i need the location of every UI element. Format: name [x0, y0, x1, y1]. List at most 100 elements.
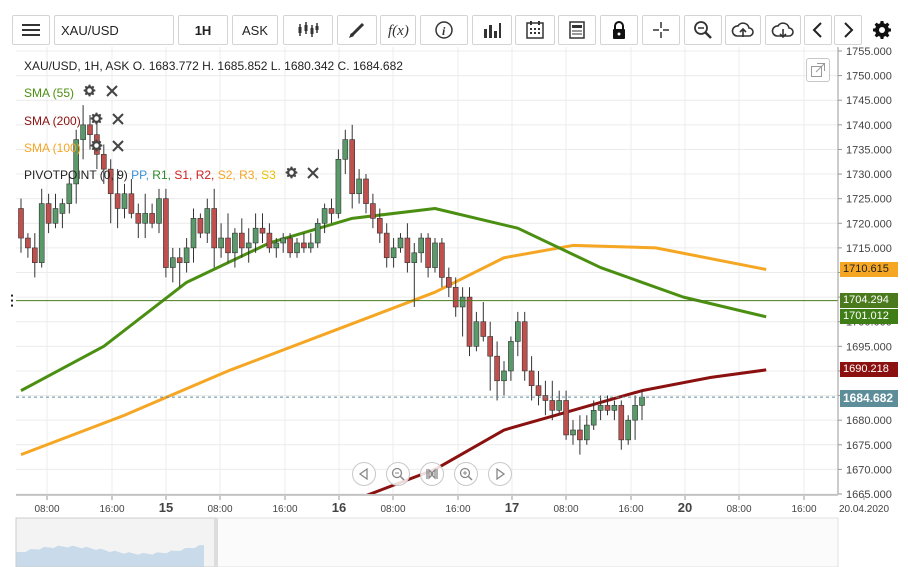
gear-icon: [90, 139, 103, 152]
close-icon: [112, 140, 125, 152]
candle-body: [390, 247, 397, 259]
menu-button[interactable]: [12, 15, 50, 45]
zoom-out-icon: [391, 467, 405, 481]
zoom-in-icon: [459, 467, 473, 481]
download-button[interactable]: [765, 15, 801, 45]
x-tick-label: 08:00: [726, 504, 751, 515]
lock-button[interactable]: [600, 15, 638, 45]
indicators-button[interactable]: [472, 15, 512, 45]
x-tick-label: 08:00: [553, 504, 578, 515]
y-tick-label: 1670.000: [846, 464, 892, 476]
chart-type-button[interactable]: [283, 15, 333, 45]
candle-body: [31, 247, 38, 263]
chart-type-icon: [298, 22, 319, 37]
navigator-window[interactable]: [15, 517, 217, 567]
pivot-s2: S2,: [217, 168, 236, 182]
candle-body: [163, 198, 169, 268]
function-button[interactable]: f(x): [380, 15, 416, 45]
download-icon: [771, 22, 794, 39]
navigator[interactable]: [15, 517, 839, 567]
pivot-r2: R2,: [195, 168, 215, 182]
sma100-remove[interactable]: [112, 140, 125, 155]
timeframe-button[interactable]: 1H: [178, 15, 228, 45]
arrow-left-icon: [812, 22, 822, 38]
pivot-r1: R1,: [152, 168, 171, 182]
candle-body: [611, 405, 618, 411]
candle-body: [321, 208, 328, 224]
scroll-left-button[interactable]: [804, 15, 832, 45]
info-icon: i: [435, 21, 453, 39]
candle-body: [190, 218, 197, 249]
info-button[interactable]: i: [420, 15, 468, 45]
x-tick-label: 15: [159, 500, 173, 515]
calendar-button[interactable]: [515, 15, 555, 45]
sma55-remove[interactable]: [105, 85, 118, 100]
candle-body: [501, 370, 507, 382]
function-icon: f(x): [388, 23, 409, 39]
gear-icon: [84, 84, 96, 97]
pivot-pp: PP,: [131, 168, 149, 182]
crosshair-button[interactable]: [642, 15, 680, 45]
nav-reset[interactable]: [420, 462, 444, 486]
candle-body: [107, 168, 114, 195]
close-icon: [105, 85, 118, 97]
nav-zoom-out[interactable]: [386, 462, 410, 486]
candle-body: [287, 237, 293, 254]
settings-button[interactable]: [866, 15, 898, 45]
candle-body: [239, 232, 245, 249]
pivot-r3: R3,: [239, 168, 258, 182]
candle-body: [473, 321, 480, 347]
x-tick-label: 16:00: [618, 504, 643, 515]
x-tick-label: 08:00: [207, 504, 232, 515]
pivot-remove[interactable]: [307, 167, 320, 182]
navigator-handle[interactable]: [214, 518, 218, 567]
report-button[interactable]: [558, 15, 596, 45]
grid: [16, 47, 838, 495]
nav-scroll-left[interactable]: [352, 462, 376, 486]
last-price-tag: 1684.682: [840, 389, 898, 407]
timeframe-label: 1H: [194, 22, 212, 38]
sma55-line: [20, 207, 767, 392]
line-handle-dot[interactable]: [11, 294, 13, 297]
sma200-settings[interactable]: [90, 112, 103, 128]
scroll-right-button[interactable]: [834, 15, 862, 45]
symbol-field[interactable]: XAU/USD: [54, 15, 174, 45]
candle-body: [514, 321, 521, 342]
candle-body: [128, 193, 135, 214]
sma100-settings[interactable]: [90, 139, 103, 155]
line-handle-dot[interactable]: [11, 304, 13, 307]
nav-scroll-right[interactable]: [488, 462, 512, 486]
gear-icon: [90, 112, 103, 125]
sma55-legend: SMA (55): [24, 84, 118, 100]
candle-body: [266, 232, 273, 249]
line-handle-dot[interactable]: [11, 299, 13, 302]
crosshair-icon: [653, 22, 669, 38]
candle-body: [259, 227, 266, 234]
x-tick-label: 16:00: [99, 504, 124, 515]
candle-body: [363, 178, 369, 204]
sma55-settings[interactable]: [83, 84, 96, 100]
upload-button[interactable]: [725, 15, 761, 45]
draw-button[interactable]: [337, 15, 377, 45]
candle-body: [101, 154, 107, 170]
price-type-button[interactable]: ASK: [232, 15, 278, 45]
y-tick-label: 1725.000: [846, 194, 892, 206]
sma200-remove[interactable]: [112, 113, 125, 128]
pivot-settings[interactable]: [285, 166, 298, 182]
nav-zoom-in[interactable]: [454, 462, 478, 486]
candle-body: [535, 385, 542, 396]
price-type-label: ASK: [241, 22, 268, 38]
zoom-button[interactable]: [684, 15, 722, 45]
candle-body: [38, 203, 45, 263]
candle-body: [370, 203, 376, 219]
candle-body: [232, 232, 238, 254]
sma100-price-tag: 1710.615: [840, 261, 898, 277]
candle-body: [521, 321, 528, 372]
candle-body: [577, 429, 583, 441]
sma200-label: SMA (200): [24, 114, 81, 128]
expand-button[interactable]: [806, 58, 830, 82]
candle-body: [618, 405, 625, 441]
candle-body: [432, 242, 438, 268]
pivot-legend: PIVOTPOINT (0, 9) PP, R1, S1, R2, S2, R3…: [24, 166, 320, 182]
